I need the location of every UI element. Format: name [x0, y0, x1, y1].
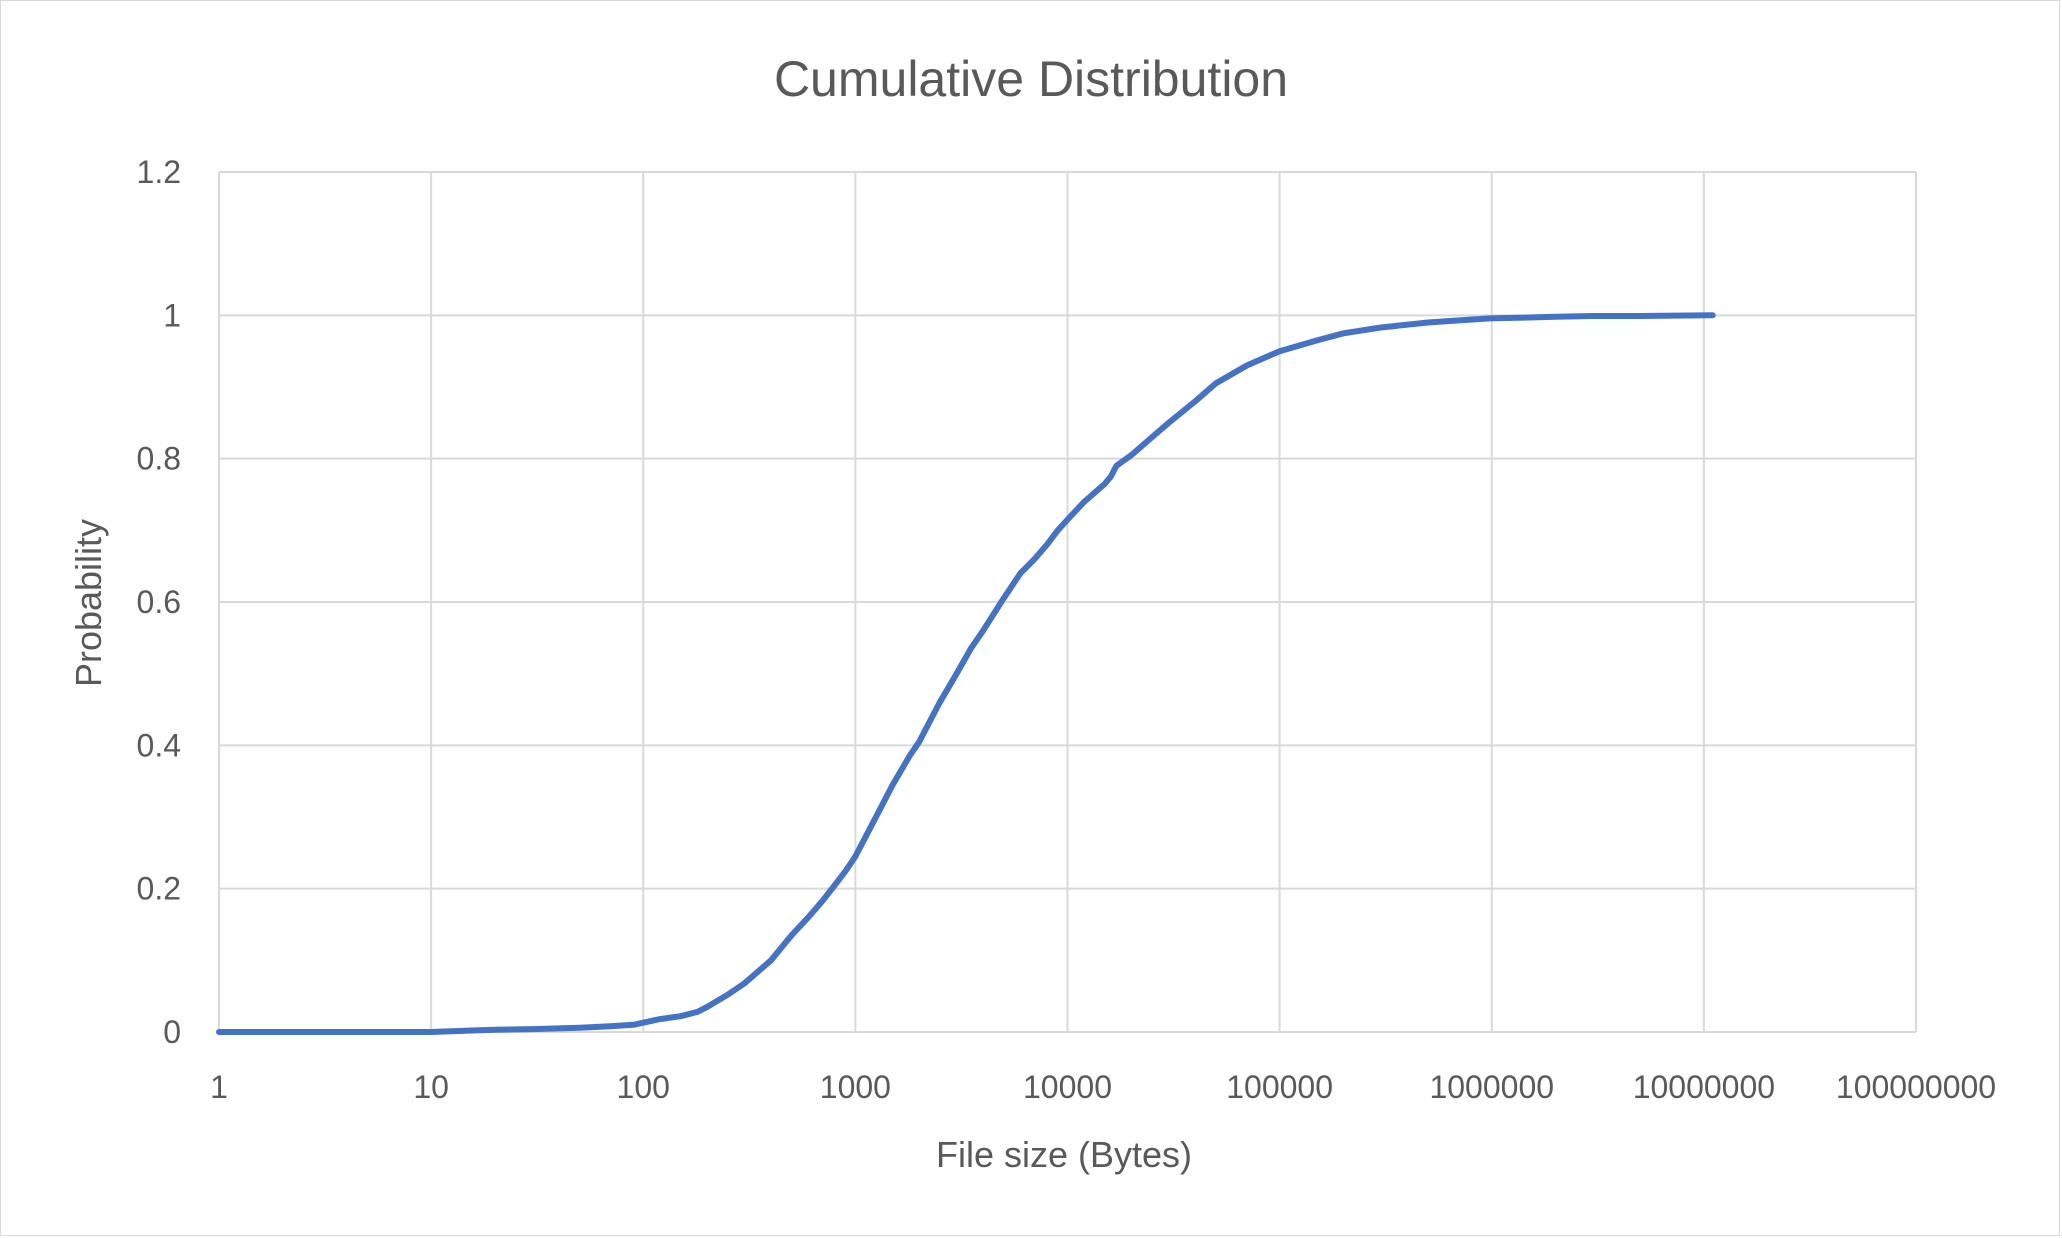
y-axis-ticks: 0 0.2 0.4 0.6 0.8 1 1.2: [137, 154, 181, 1050]
y-tick-label: 1: [163, 297, 181, 333]
x-tick-label: 10000000: [1633, 1069, 1775, 1105]
x-tick-label: 100: [617, 1069, 670, 1105]
x-axis-label: File size (Bytes): [936, 1134, 1192, 1175]
y-tick-label: 0.8: [137, 441, 181, 477]
y-tick-label: 0: [163, 1014, 181, 1050]
gridlines: [218, 171, 1917, 1033]
x-tick-label: 100000: [1226, 1069, 1333, 1105]
y-tick-label: 0.4: [137, 727, 181, 763]
cdf-series-line: [216, 312, 1716, 1035]
x-tick-label: 1000: [820, 1069, 891, 1105]
x-tick-label: 10000: [1023, 1069, 1112, 1105]
x-tick-label: 10: [413, 1069, 449, 1105]
y-tick-label: 0.2: [137, 871, 181, 907]
x-tick-label: 1000000: [1429, 1069, 1554, 1105]
x-tick-label: 100000000: [1836, 1069, 1996, 1105]
y-tick-label: 1.2: [137, 154, 181, 190]
x-tick-label: 1: [210, 1069, 228, 1105]
y-tick-label: 0.6: [137, 584, 181, 620]
y-axis-label: Probability: [68, 519, 109, 687]
x-axis-ticks: 1 10 100 1000 10000 100000 1000000 10000000 1000…: [210, 1069, 1996, 1105]
chart-title: Cumulative Distribution: [774, 51, 1288, 107]
series-layer: [216, 312, 1716, 1035]
